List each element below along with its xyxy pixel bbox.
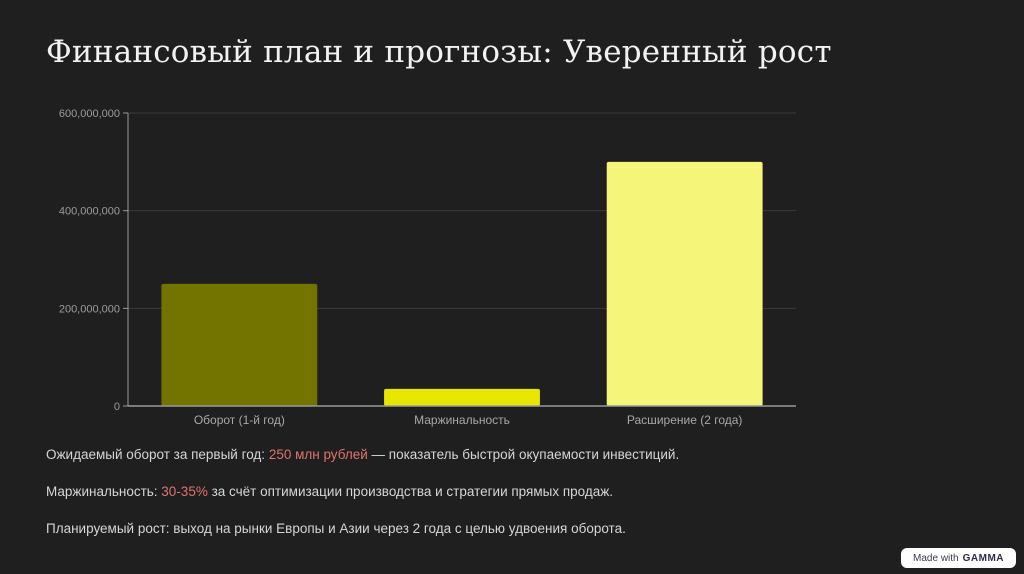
note-margin-highlight: 30-35% <box>161 484 208 499</box>
tick-labels: 0 200,000,000 400,000,000 600,000,000 Оборот… <box>59 108 743 427</box>
note-growth-text: Планируемый рост: выход на рынки Европы … <box>46 521 626 536</box>
x-tick-label: Маржинальность <box>414 413 510 427</box>
axes <box>123 112 796 407</box>
x-tick-label: Расширение (2 года) <box>627 413 743 427</box>
note-revenue-text: Ожидаемый оборот за первый год: <box>46 447 269 462</box>
note-revenue-tail: — показатель быстрой окупаемости инвести… <box>367 447 680 462</box>
y-tick-label: 600,000,000 <box>59 108 120 120</box>
badge-prefix: Made with <box>913 552 959 564</box>
bars <box>161 161 763 406</box>
x-tick-label: Оборот (1-й год) <box>194 413 285 427</box>
note-margin: Маржинальность: 30-35% за счёт оптимизац… <box>46 483 946 501</box>
badge-brand-logo: GAMMA <box>962 552 1004 564</box>
y-tick-label: 200,000,000 <box>59 303 120 315</box>
note-margin-text: Маржинальность: <box>46 484 162 499</box>
bar <box>384 388 540 406</box>
note-revenue-highlight: 250 млн рублей <box>268 447 368 462</box>
note-growth: Планируемый рост: выход на рынки Европы … <box>46 520 946 538</box>
note-margin-tail: за счёт оптимизации производства и страт… <box>207 484 614 499</box>
bar-chart: 0 200,000,000 400,000,000 600,000,000 Оборот… <box>59 108 796 427</box>
made-with-badge[interactable]: Made with GAMMA <box>901 548 1016 568</box>
bar <box>161 283 318 406</box>
y-tick-label: 0 <box>114 401 120 413</box>
slide-title: Финансовый план и прогнозы: Уверенный ро… <box>46 34 832 70</box>
notes: Ожидаемый оборот за первый год: 250 млн … <box>46 446 946 557</box>
y-tick-label: 400,000,000 <box>59 206 120 218</box>
bar <box>606 161 763 406</box>
note-revenue: Ожидаемый оборот за первый год: 250 млн … <box>46 446 946 464</box>
